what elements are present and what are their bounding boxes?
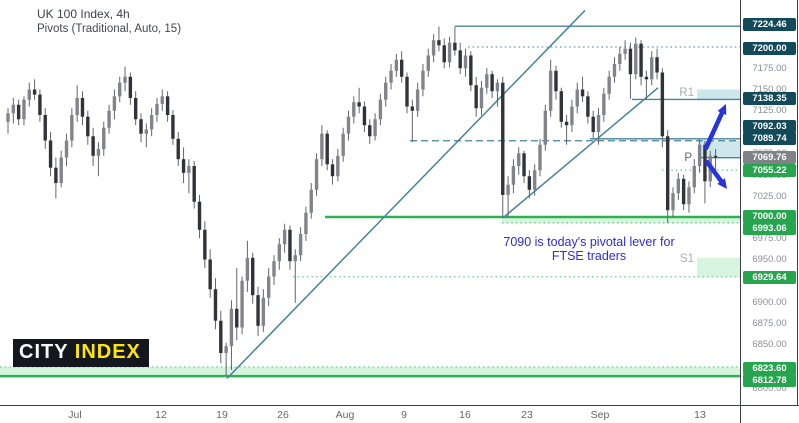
price-axis-label: 7125.00 — [752, 104, 787, 116]
time-axis-label: 12 — [155, 409, 167, 421]
price-axis-label: 7069.76 — [743, 150, 796, 164]
time-axis-label: 9 — [401, 409, 407, 421]
pivot-label-P: P — [684, 152, 692, 164]
price-axis-label: 7175.00 — [752, 62, 787, 74]
logo-city-text: CITY — [19, 341, 69, 363]
price-axis-label: 6993.06 — [743, 221, 796, 235]
pivot-level-labels: R1 P S1 — [679, 87, 694, 265]
s1-zone — [697, 257, 740, 277]
pivot-annotation-line2: FTSE traders — [551, 248, 627, 263]
price-axis-label: 6800.00 — [752, 382, 787, 394]
pivot-label-R1: R1 — [679, 87, 694, 99]
price-axis-label: 7025.00 — [752, 190, 787, 202]
time-axis-label: 19 — [216, 409, 228, 421]
direction-arrows — [703, 104, 727, 189]
rising-trendline-september — [502, 87, 659, 219]
time-axis[interactable]: Jul 12 19 26 Aug 9 16 23 Sep 13 — [0, 406, 799, 423]
price-axis-label: 6812.78 — [743, 373, 796, 387]
symbol-title: UK 100 Index, 4h — [37, 7, 130, 21]
price-axis-label: 6823.60 — [743, 361, 796, 375]
pivot-annotation: 7090 is today's pivotal lever for FTSE t… — [500, 235, 678, 263]
price-axis-label: 7200.00 — [743, 41, 796, 55]
price-axis-label: 6850.00 — [752, 338, 787, 350]
rising-trendline-july — [226, 9, 586, 380]
trendlines-layer — [226, 9, 659, 380]
price-axis-label: 7138.35 — [743, 91, 796, 105]
time-axis-label: 13 — [694, 409, 706, 421]
price-axis-label: 7055.22 — [743, 163, 796, 177]
price-axis-label: 6875.00 — [752, 317, 787, 329]
support-7000-zone — [502, 217, 740, 223]
price-axis-label: 6900.00 — [752, 296, 787, 308]
price-axis-label: 6929.64 — [743, 270, 796, 284]
time-axis-label: Sep — [590, 409, 610, 421]
major-support-zone — [0, 366, 740, 377]
price-axis-label: 7150.00 — [752, 83, 787, 95]
bullish-arrow — [703, 108, 725, 151]
time-axis-label: 16 — [459, 409, 471, 421]
price-axis-label: 7000.00 — [743, 209, 796, 223]
logo-index-text: INDEX — [74, 341, 141, 363]
pivot-label-S1: S1 — [680, 253, 694, 265]
price-axis-label: 7224.46 — [743, 17, 796, 31]
indicator-title: Pivots (Traditional, Auto, 15) — [37, 23, 182, 35]
candlesticks-layer — [6, 26, 718, 376]
price-axis-label: 7092.03 — [743, 119, 796, 133]
pivot-annotation-line1: 7090 is today's pivotal lever for — [503, 235, 675, 249]
support-resistance-lines — [0, 25, 740, 378]
time-axis-label: Jul — [68, 409, 82, 421]
time-axis-label: 26 — [277, 409, 289, 421]
price-axis-label: 6950.00 — [752, 253, 787, 265]
bearish-arrow — [704, 159, 725, 185]
time-axis-label: 23 — [521, 409, 533, 421]
price-axis-label: 7089.74 — [743, 131, 796, 145]
city-index-logo: CITY INDEX — [13, 339, 149, 367]
bullish-arrow-head — [717, 104, 727, 115]
price-axis[interactable]: 7175.007150.007125.007075.007050.007025.… — [741, 0, 799, 405]
bearish-arrow-head — [717, 178, 727, 189]
r1-zone — [697, 89, 740, 100]
time-axis-label: Aug — [335, 409, 355, 421]
price-axis-label: 6975.00 — [752, 232, 787, 244]
